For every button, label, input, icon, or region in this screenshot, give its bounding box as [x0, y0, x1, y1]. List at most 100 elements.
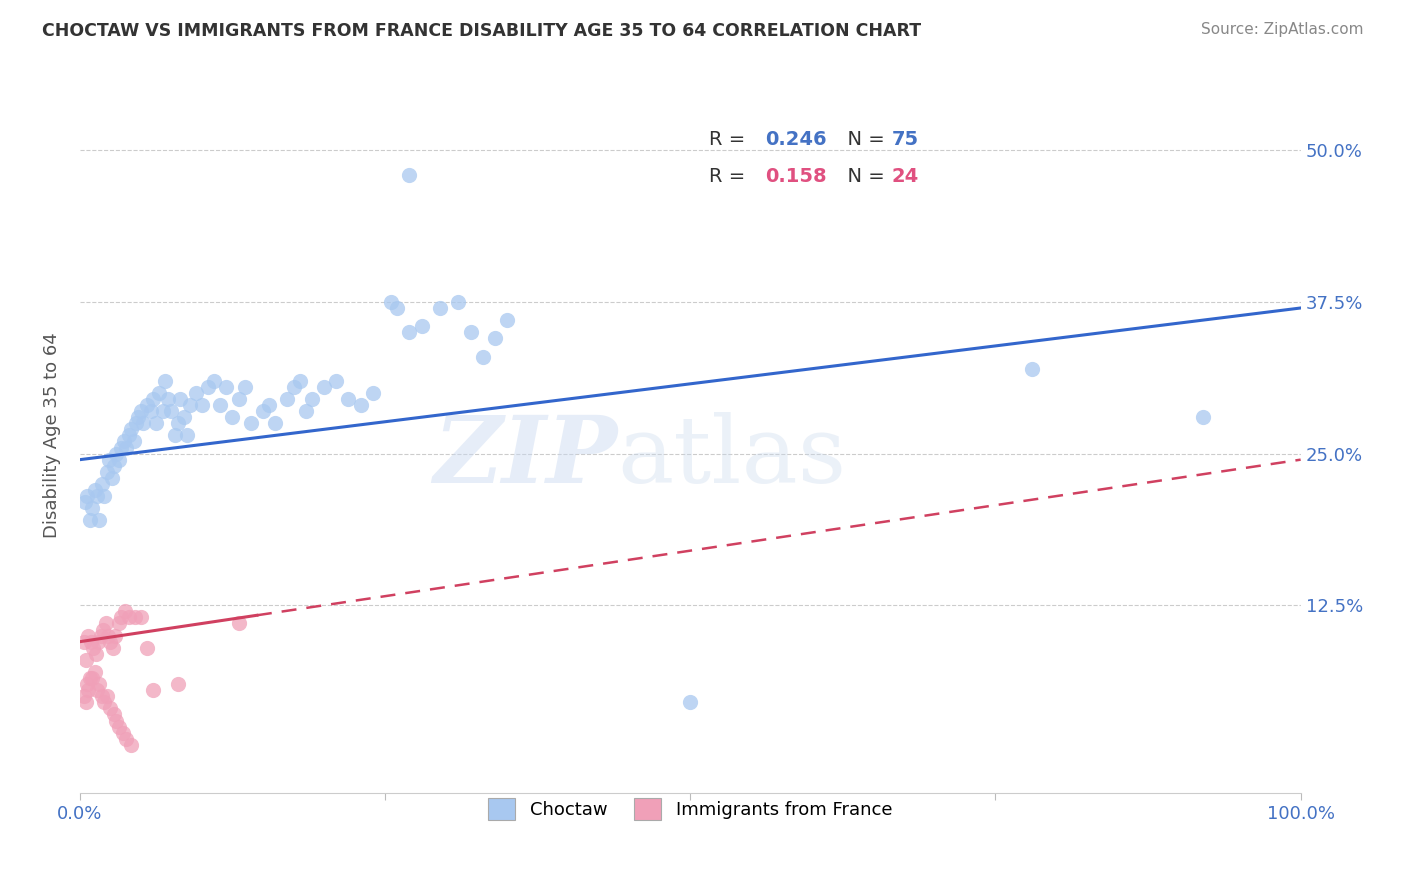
Point	[80, 634, 103, 648]
Point	[89, 513, 111, 527]
Point	[103, 458, 125, 473]
Point	[257, 398, 280, 412]
Point	[228, 392, 250, 406]
Point	[93, 489, 115, 503]
Point	[398, 325, 420, 339]
Point	[77, 629, 100, 643]
Point	[100, 701, 122, 715]
Point	[94, 616, 117, 631]
Point	[115, 731, 138, 746]
Point	[87, 634, 110, 648]
Point	[96, 465, 118, 479]
Text: 0.158: 0.158	[765, 167, 827, 186]
Point	[184, 385, 207, 400]
Point	[169, 392, 191, 406]
Point	[484, 331, 506, 345]
Point	[80, 671, 103, 685]
Point	[91, 623, 114, 637]
Point	[166, 677, 188, 691]
Point	[79, 671, 101, 685]
Point	[120, 738, 142, 752]
Point	[301, 392, 323, 406]
Point	[127, 410, 149, 425]
Point	[76, 677, 98, 691]
Point	[209, 398, 232, 412]
Point	[122, 434, 145, 449]
Point	[101, 640, 124, 655]
Y-axis label: Disability Age 35 to 64: Disability Age 35 to 64	[44, 333, 60, 538]
Point	[179, 398, 201, 412]
Point	[239, 417, 262, 431]
Text: 75: 75	[891, 130, 918, 149]
Point	[80, 501, 103, 516]
Point	[471, 350, 494, 364]
Point	[142, 392, 165, 406]
Point	[429, 301, 451, 315]
Point	[288, 374, 311, 388]
Point	[103, 707, 125, 722]
Point	[155, 374, 177, 388]
Point	[496, 313, 519, 327]
Point	[96, 690, 118, 704]
Text: ZIP: ZIP	[433, 412, 617, 502]
Point	[264, 417, 287, 431]
Point	[89, 677, 111, 691]
Point	[90, 690, 112, 704]
Point	[139, 404, 162, 418]
Point	[108, 616, 131, 631]
Point	[114, 604, 136, 618]
Point	[73, 495, 96, 509]
Point	[125, 417, 148, 431]
Point	[118, 610, 141, 624]
Point	[97, 629, 120, 643]
Point	[75, 695, 97, 709]
Point	[460, 325, 482, 339]
Point	[83, 483, 105, 497]
Text: 0.246: 0.246	[765, 130, 827, 149]
Point	[72, 634, 94, 648]
Point	[86, 489, 108, 503]
Point	[104, 629, 127, 643]
Point	[132, 417, 155, 431]
Point	[83, 665, 105, 679]
Text: R =: R =	[709, 130, 751, 149]
Point	[447, 294, 470, 309]
Point	[221, 410, 243, 425]
Point	[165, 428, 187, 442]
Point	[233, 380, 256, 394]
Point	[100, 634, 122, 648]
Point	[105, 714, 128, 728]
Point	[82, 640, 104, 655]
Point	[115, 441, 138, 455]
Point	[387, 301, 409, 315]
Point	[79, 513, 101, 527]
Text: N =: N =	[835, 167, 891, 186]
Point	[202, 374, 225, 388]
Text: Source: ZipAtlas.com: Source: ZipAtlas.com	[1201, 22, 1364, 37]
Point	[72, 690, 94, 704]
Point	[90, 629, 112, 643]
Point	[110, 610, 132, 624]
Point	[84, 647, 107, 661]
Point	[136, 398, 159, 412]
Text: R =: R =	[709, 167, 751, 186]
Point	[398, 168, 420, 182]
Point	[166, 417, 188, 431]
Point	[679, 695, 702, 709]
Point	[77, 683, 100, 698]
Point	[197, 380, 219, 394]
Text: 24: 24	[891, 167, 918, 186]
Point	[75, 653, 97, 667]
Point	[228, 616, 250, 631]
Point	[215, 380, 238, 394]
Point	[110, 441, 132, 455]
Point	[350, 398, 373, 412]
Text: N =: N =	[835, 130, 891, 149]
Point	[160, 404, 183, 418]
Point	[325, 374, 347, 388]
Point	[380, 294, 402, 309]
Point	[136, 640, 159, 655]
Point	[152, 404, 174, 418]
Text: CHOCTAW VS IMMIGRANTS FROM FRANCE DISABILITY AGE 35 TO 64 CORRELATION CHART: CHOCTAW VS IMMIGRANTS FROM FRANCE DISABI…	[42, 22, 921, 40]
Point	[98, 452, 121, 467]
